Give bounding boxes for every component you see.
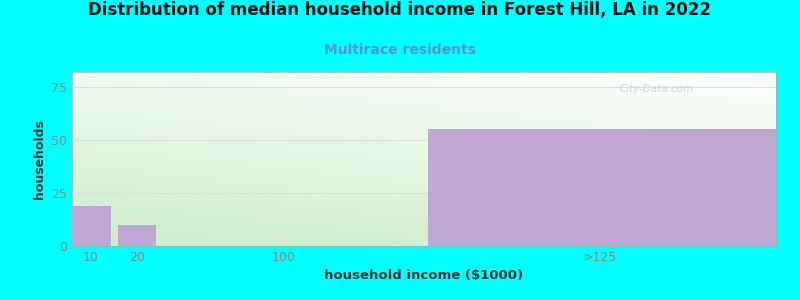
Bar — [72, 206, 110, 246]
Y-axis label: households: households — [33, 119, 46, 199]
X-axis label: household income ($1000): household income ($1000) — [325, 269, 523, 282]
Text: Distribution of median household income in Forest Hill, LA in 2022: Distribution of median household income … — [89, 2, 711, 20]
Bar — [118, 225, 157, 246]
Text: Multirace residents: Multirace residents — [324, 44, 476, 58]
Bar — [427, 129, 776, 246]
Text: City-Data.com: City-Data.com — [619, 84, 694, 94]
